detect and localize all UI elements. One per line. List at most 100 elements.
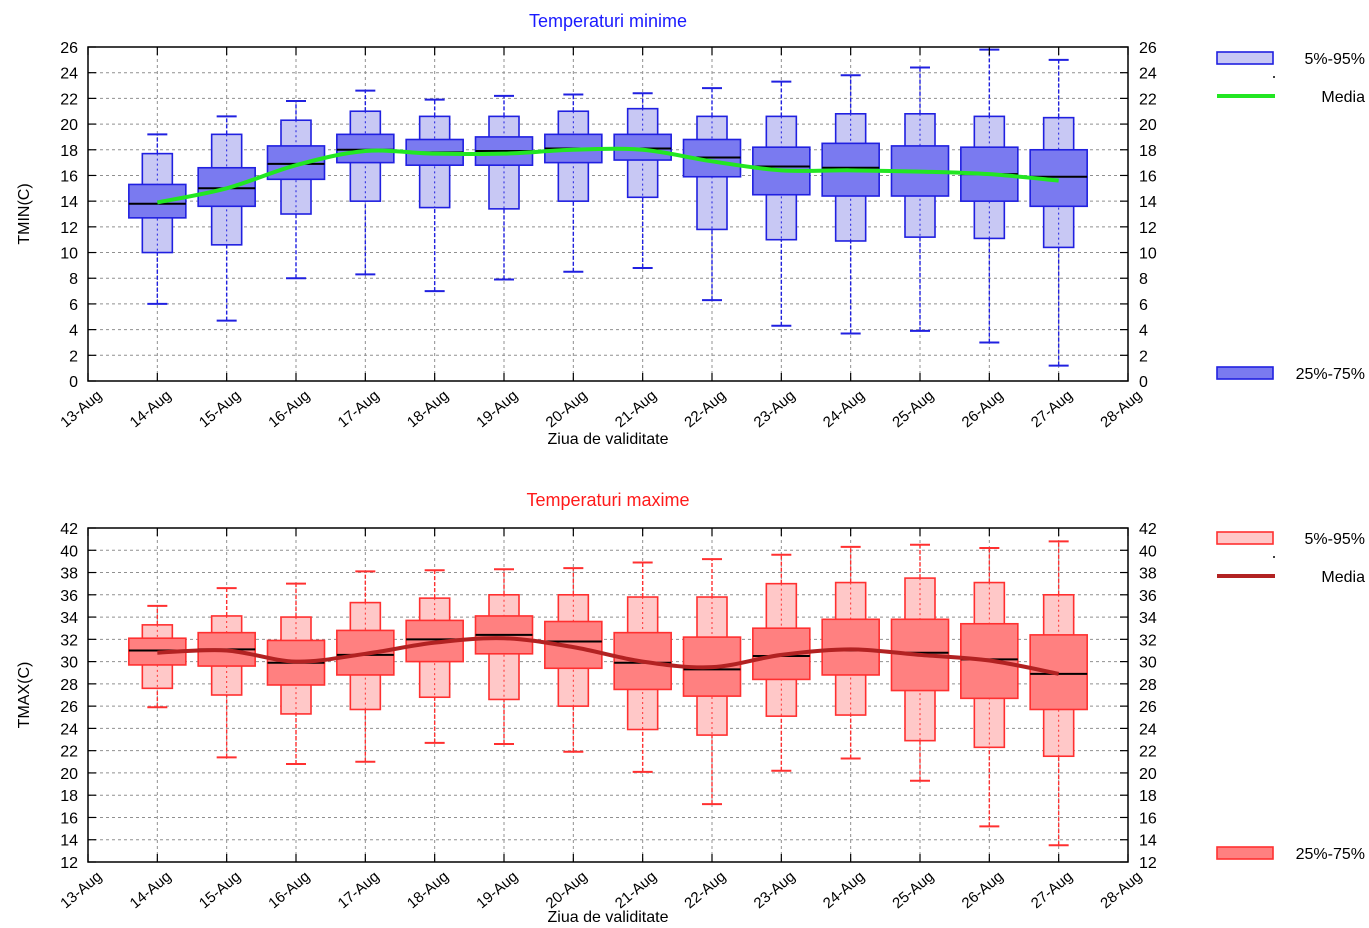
tmin-legend-dot bbox=[1273, 76, 1275, 78]
tmax-ytick-label-right: 34 bbox=[1139, 610, 1157, 627]
tmax-ytick-label-right: 40 bbox=[1139, 543, 1157, 560]
tmax-xtick-label: 18-Aug bbox=[404, 868, 452, 912]
tmax-ytick-label-right: 36 bbox=[1139, 588, 1157, 605]
tmax-legend-label: Media bbox=[1321, 569, 1365, 586]
tmax-p25-p75-box bbox=[821, 618, 880, 676]
tmax-ytick-label-left: 16 bbox=[60, 810, 78, 827]
tmin-ytick-label-left: 12 bbox=[60, 220, 78, 237]
tmax-ytick-label-right: 28 bbox=[1139, 677, 1157, 694]
tmin-chart-title: Temperaturi minime bbox=[529, 11, 687, 31]
tmax-ytick-label-right: 32 bbox=[1139, 632, 1157, 649]
tmin-ytick-label-right: 24 bbox=[1139, 66, 1157, 83]
tmax-box-19-Aug bbox=[474, 568, 534, 745]
tmax-box-16-Aug bbox=[266, 582, 326, 766]
tmax-box-18-Aug bbox=[405, 569, 464, 744]
tmax-legend: 5%-95% Media 25%-75% bbox=[1216, 531, 1365, 863]
tmax-ytick-label-left: 14 bbox=[60, 833, 78, 850]
tmin-ytick-label-left: 2 bbox=[69, 348, 78, 365]
tmin-xtick-label: 17-Aug bbox=[335, 387, 383, 431]
tmax-ytick-label-right: 26 bbox=[1139, 699, 1157, 716]
tmax-ytick-label-left: 34 bbox=[60, 610, 78, 627]
tmax-xtick-label: 13-Aug bbox=[57, 868, 105, 912]
tmax-box-21-Aug bbox=[613, 561, 672, 773]
tmax-ytick-label-right: 12 bbox=[1139, 855, 1157, 872]
tmax-box-27-Aug bbox=[1029, 540, 1088, 847]
tmin-ytick-label-left: 18 bbox=[60, 143, 78, 160]
tmin-xtick-label: 15-Aug bbox=[196, 387, 244, 431]
tmax-box-26-Aug bbox=[960, 547, 1019, 828]
tmax-legend-label: 25%-75% bbox=[1296, 846, 1365, 863]
tmin-xtick-label: 24-Aug bbox=[820, 387, 868, 431]
tmax-legend-item-mean: Media bbox=[1217, 569, 1365, 586]
tmax-box-24-Aug bbox=[821, 545, 880, 760]
tmax-x-axis-label: Ziua de validitate bbox=[548, 909, 669, 926]
tmin-box-27-Aug bbox=[1029, 58, 1088, 367]
tmin-legend-item-mean: Media bbox=[1217, 89, 1365, 106]
tmin-box-21-Aug bbox=[613, 92, 672, 269]
tmax-ytick-label-right: 24 bbox=[1139, 721, 1157, 738]
tmin-box-20-Aug bbox=[544, 93, 603, 273]
tmax-chart: Temperaturi maxime 12 12 14 14 16 16 18 18 20 20 22… bbox=[16, 490, 1365, 926]
tmax-xtick-label: 20-Aug bbox=[543, 868, 591, 912]
tmax-ytick-label-left: 24 bbox=[60, 721, 78, 738]
tmin-ytick-label-left: 14 bbox=[60, 194, 78, 211]
tmax-ytick-label-right: 42 bbox=[1139, 521, 1157, 538]
tmax-box-23-Aug bbox=[752, 553, 811, 772]
tmin-mean-line bbox=[156, 146, 1059, 205]
tmax-box-14-Aug bbox=[128, 604, 187, 709]
tmin-ytick-label-left: 8 bbox=[69, 271, 78, 288]
tmax-ytick-label-right: 30 bbox=[1139, 655, 1157, 672]
tmax-xtick-label: 14-Aug bbox=[127, 868, 175, 912]
tmax-ytick-label-left: 30 bbox=[60, 655, 78, 672]
tmin-box-24-Aug bbox=[821, 74, 880, 335]
tmax-ytick-label-left: 18 bbox=[60, 788, 78, 805]
tmin-ytick-label-right: 16 bbox=[1139, 168, 1157, 185]
tmax-xtick-label: 27-Aug bbox=[1028, 868, 1076, 912]
tmax-y-axis-label: TMAX(C) bbox=[16, 662, 33, 729]
tmax-ytick-label-left: 36 bbox=[60, 588, 78, 605]
tmin-legend-label: 5%-95% bbox=[1305, 51, 1365, 68]
tmin-xtick-label: 26-Aug bbox=[959, 387, 1007, 431]
tmin-xtick-label: 21-Aug bbox=[612, 387, 660, 431]
tmax-ytick-label-left: 22 bbox=[60, 744, 78, 761]
tmax-xtick-label: 16-Aug bbox=[265, 868, 313, 912]
tmax-box-15-Aug bbox=[197, 587, 256, 759]
tmin-ytick-label-left: 10 bbox=[60, 246, 78, 263]
tmin-box-19-Aug bbox=[474, 94, 534, 281]
tmax-ytick-label-left: 26 bbox=[60, 699, 78, 716]
tmin-xtick-label: 22-Aug bbox=[681, 387, 729, 431]
tmax-box-22-Aug bbox=[682, 558, 742, 806]
tmin-legend-swatch-p25-75 bbox=[1216, 366, 1274, 380]
tmax-xtick-label: 28-Aug bbox=[1097, 868, 1145, 912]
tmin-ytick-label-left: 6 bbox=[69, 297, 78, 314]
tmin-ytick-label-right: 18 bbox=[1139, 143, 1157, 160]
tmin-legend-swatch-p5-95 bbox=[1216, 51, 1274, 65]
tmax-xtick-label: 24-Aug bbox=[820, 868, 868, 912]
tmax-ytick-label-right: 38 bbox=[1139, 566, 1157, 583]
tmin-ytick-label-right: 12 bbox=[1139, 220, 1157, 237]
tmin-ytick-label-left: 24 bbox=[60, 66, 78, 83]
tmin-xtick-label: 28-Aug bbox=[1097, 387, 1145, 431]
tmin-p25-p75-box bbox=[266, 145, 326, 181]
tmax-ytick-label-left: 32 bbox=[60, 632, 78, 649]
tmin-box-26-Aug bbox=[960, 48, 1019, 344]
tmax-xtick-label: 23-Aug bbox=[751, 868, 799, 912]
tmin-xtick-label: 25-Aug bbox=[889, 387, 937, 431]
tmax-ytick-label-left: 42 bbox=[60, 521, 78, 538]
tmax-ytick-label-left: 38 bbox=[60, 566, 78, 583]
tmin-ytick-label-left: 16 bbox=[60, 168, 78, 185]
tmax-legend-swatch-p5-95 bbox=[1216, 531, 1274, 545]
tmin-legend-label: 25%-75% bbox=[1296, 366, 1365, 383]
tmin-legend-item-p5_95: 5%-95% bbox=[1216, 51, 1365, 78]
tmax-ytick-label-right: 20 bbox=[1139, 766, 1157, 783]
tmin-xtick-label: 19-Aug bbox=[473, 387, 521, 431]
tmin-ytick-label-right: 26 bbox=[1139, 40, 1157, 57]
tmax-legend-dot bbox=[1273, 556, 1275, 558]
tmax-xtick-label: 22-Aug bbox=[681, 868, 729, 912]
tmax-legend-swatch-p25-75 bbox=[1216, 846, 1274, 860]
tmin-xtick-label: 23-Aug bbox=[751, 387, 799, 431]
tmax-chart-title: Temperaturi maxime bbox=[526, 490, 689, 510]
tmax-mean-line bbox=[157, 636, 1060, 676]
tmin-legend: 5%-95% Media 25%-75% bbox=[1216, 51, 1365, 383]
